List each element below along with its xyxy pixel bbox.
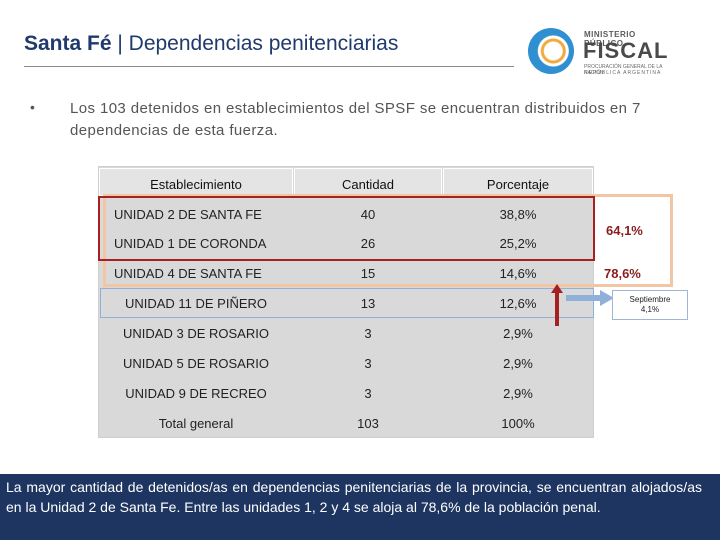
- header-establecimiento: Establecimiento: [150, 177, 242, 192]
- prison-table: [98, 166, 594, 438]
- row-name: UNIDAD 1 DE CORONDA: [114, 236, 267, 251]
- annotation-78-pct: 78,6%: [604, 266, 641, 281]
- total-count: 103: [357, 416, 379, 431]
- highlight-unidad-11: [100, 288, 594, 318]
- bullet-icon: •: [30, 99, 35, 115]
- row-pct: 2,9%: [503, 356, 533, 371]
- row-pct: 38,8%: [499, 207, 537, 222]
- highlight-top-two: [98, 196, 595, 261]
- bullet-text: Los 103 detenidos en establecimientos de…: [70, 100, 641, 139]
- header-cantidad: Cantidad: [341, 177, 395, 192]
- row-pct: 14,6%: [499, 266, 537, 281]
- title-divider: [24, 66, 514, 67]
- sun-emblem-icon: [528, 28, 574, 74]
- row-pct: 12,6%: [499, 296, 537, 311]
- page-title: Santa Fé | Dependencias penitenciarias: [24, 32, 398, 56]
- header-cell-bg: [99, 168, 293, 196]
- september-value: 4,1%: [640, 305, 660, 314]
- row-name: UNIDAD 4 DE SANTA FE: [114, 266, 262, 281]
- logo-line-2: FISCAL: [583, 38, 669, 63]
- row-count: 40: [360, 207, 376, 222]
- logo-line-4: REPÚBLICA ARGENTINA: [584, 70, 662, 76]
- row-name: UNIDAD 2 DE SANTA FE: [114, 207, 262, 222]
- arrow-up-icon: [551, 284, 563, 326]
- row-count: 13: [360, 296, 376, 311]
- row-name: UNIDAD 3 DE ROSARIO: [123, 326, 269, 341]
- arrow-right-icon: [566, 290, 614, 306]
- row-count: 26: [360, 236, 376, 251]
- ministerio-publico-fiscal-logo: MINISTERIO PÚBLICO FISCAL PROCURACIÓN GE…: [528, 26, 668, 78]
- september-label: Septiembre: [629, 295, 671, 304]
- highlight-top-three: [103, 194, 673, 287]
- row-count: 15: [360, 266, 376, 281]
- row-pct: 2,9%: [503, 326, 533, 341]
- row-count: 3: [364, 386, 372, 401]
- row-pct: 2,9%: [503, 386, 533, 401]
- row-count: 3: [364, 326, 372, 341]
- title-province: Santa Fé: [24, 32, 112, 55]
- row-name: UNIDAD 9 DE RECREO: [125, 386, 267, 401]
- header-porcentaje: Porcentaje: [486, 177, 550, 192]
- row-name: UNIDAD 5 DE ROSARIO: [123, 356, 269, 371]
- row-name: UNIDAD 11 DE PIÑERO: [124, 296, 268, 311]
- row-pct: 25,2%: [499, 236, 537, 251]
- logo-line-3: PROCURACIÓN GENERAL DE LA NACIÓN: [584, 64, 663, 76]
- total-name: Total general: [158, 416, 234, 431]
- title-subject: | Dependencias penitenciarias: [111, 32, 399, 55]
- september-callout: Septiembre 4,1%: [612, 290, 688, 320]
- logo-line-1: MINISTERIO PÚBLICO: [584, 30, 636, 48]
- row-count: 3: [364, 356, 372, 371]
- annotation-64-pct: 64,1%: [606, 223, 643, 238]
- footer-summary: La mayor cantidad de detenidos/as en dep…: [0, 474, 720, 540]
- total-pct: 100%: [501, 416, 535, 431]
